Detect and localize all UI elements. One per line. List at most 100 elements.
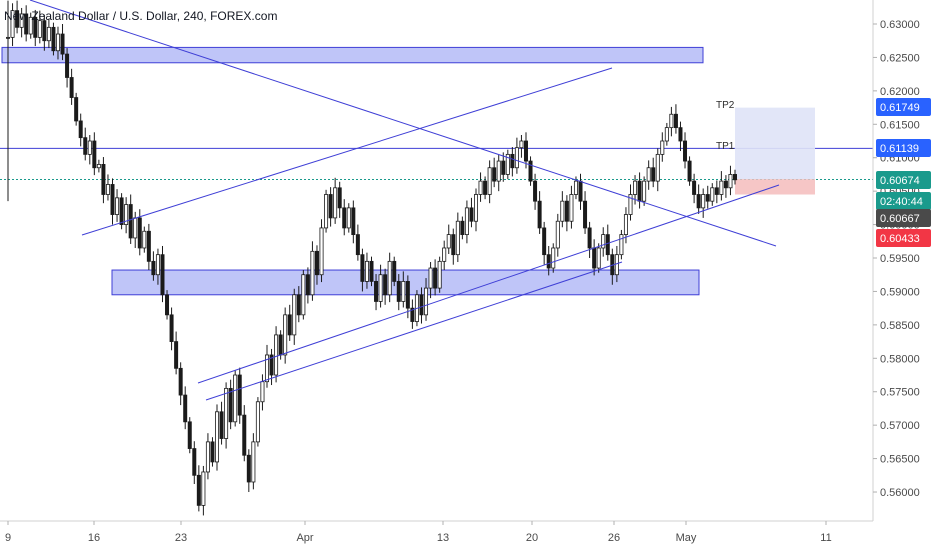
upper-channel-line[interactable]: [81, 67, 613, 236]
candle-body-down: [242, 414, 247, 456]
candle: [546, 245, 551, 276]
candle-body-down: [460, 220, 465, 236]
candle-body-down: [483, 180, 488, 195]
price-tag-text: 02:40:44: [880, 196, 923, 208]
candle: [714, 180, 719, 204]
candle-body-down: [433, 267, 438, 289]
candle-body-up: [324, 194, 329, 229]
tp-annotations: TP2 TP1: [716, 100, 735, 152]
candle-body-up: [428, 267, 433, 289]
candle: [337, 181, 342, 218]
price-tag[interactable]: 0.61749: [876, 98, 931, 116]
candle: [355, 224, 360, 261]
candle-body-up: [710, 187, 715, 202]
candle: [437, 256, 442, 293]
price-tick-label: 0.63000: [880, 19, 920, 31]
lower-channel-line[interactable]: [205, 261, 623, 401]
tp-label: TP2: [716, 100, 735, 111]
time-tick-label: 23: [175, 532, 187, 544]
candle: [528, 156, 533, 186]
candle-body-down: [637, 180, 642, 202]
candle-body-down: [651, 167, 656, 182]
candle: [183, 386, 188, 430]
candle-body-down: [228, 387, 233, 423]
candle: [378, 264, 383, 308]
candle: [487, 160, 492, 204]
candle-body-up: [596, 247, 601, 269]
candle-body-down: [678, 127, 683, 142]
candle-body-down: [469, 207, 474, 222]
candle: [301, 270, 306, 320]
price-tag[interactable]: 0.60433: [876, 229, 931, 247]
candle: [569, 185, 574, 229]
price-tag[interactable]: 02:40:44: [876, 192, 931, 210]
candle-body-up: [487, 167, 492, 195]
candle: [401, 271, 406, 308]
candle: [533, 173, 538, 210]
candle: [119, 193, 124, 230]
candle: [224, 382, 229, 449]
take-profit-area[interactable]: [735, 107, 815, 180]
candle-body-up: [728, 174, 733, 189]
candle-body-down: [74, 97, 79, 122]
candle-body-down: [360, 254, 365, 282]
candle: [251, 433, 256, 490]
descending-trendline[interactable]: [29, 0, 777, 247]
candle-body-down: [705, 194, 710, 202]
candle-body-down: [296, 294, 301, 316]
candle: [333, 177, 338, 224]
candle: [655, 148, 660, 192]
candle: [560, 191, 565, 228]
candle: [46, 18, 51, 49]
resistance-zone[interactable]: [1, 46, 704, 64]
candle: [87, 134, 92, 165]
candle-body-up: [28, 16, 33, 35]
candle-body-down: [369, 260, 374, 282]
candle: [442, 240, 447, 271]
candle: [696, 184, 701, 214]
candle-body-down: [342, 207, 347, 229]
candle-body-up: [442, 247, 447, 262]
candle: [723, 175, 728, 198]
price-tag[interactable]: 0.61139: [876, 139, 931, 157]
ascending-support-line[interactable]: [197, 184, 780, 384]
candle: [10, 3, 15, 47]
candle: [587, 221, 592, 259]
candle-body-down: [237, 374, 242, 416]
candle: [55, 26, 60, 60]
price-axis: 0.630000.625000.620000.615000.610000.605…: [872, 0, 920, 521]
candle-body-up: [283, 314, 288, 356]
time-tick-label: 9: [5, 532, 11, 544]
candle-body-up: [551, 247, 556, 269]
candle: [228, 379, 233, 430]
candle-body-down: [542, 227, 547, 256]
candle: [596, 243, 601, 273]
candle-body-down: [146, 230, 151, 262]
price-tag[interactable]: 0.60667: [876, 209, 931, 227]
candle-body-down: [528, 160, 533, 182]
candle-body-up: [569, 194, 574, 222]
candle: [78, 113, 83, 147]
candle-body-down: [351, 207, 356, 236]
price-tick-label: 0.58000: [880, 353, 920, 365]
candle-body-down: [687, 160, 692, 182]
candle-body-up: [10, 10, 15, 38]
candle-body-down: [337, 187, 342, 209]
candle: [496, 155, 501, 192]
candle: [369, 256, 374, 287]
candle: [215, 404, 220, 471]
candle: [264, 344, 269, 388]
candle-body-down: [83, 137, 88, 155]
candle-body-up: [260, 381, 265, 403]
candle-body-down: [692, 180, 697, 195]
candle: [124, 197, 129, 234]
horizontal-price-lines: [0, 147, 873, 181]
support-zone[interactable]: [111, 269, 700, 296]
price-tag[interactable]: 0.60674: [876, 171, 931, 189]
candle: [519, 134, 524, 158]
candle-body-up: [319, 227, 324, 276]
candle-body-down: [723, 180, 728, 189]
candle-body-down: [65, 53, 70, 78]
